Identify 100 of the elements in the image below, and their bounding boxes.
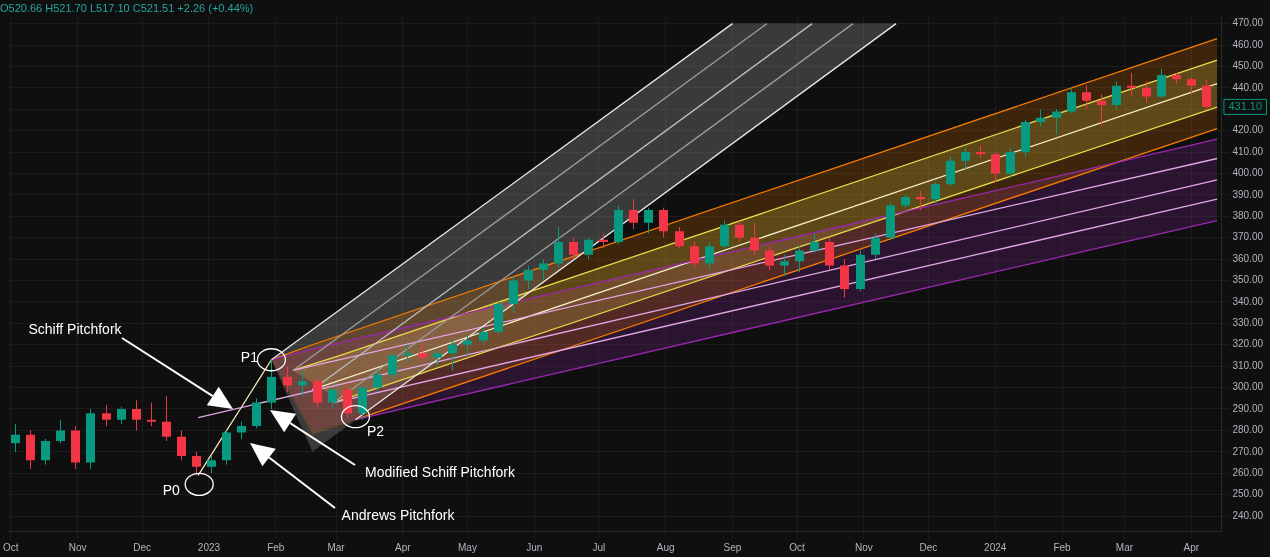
candlestick <box>584 237 593 260</box>
candlestick <box>825 237 834 271</box>
candlestick <box>1067 87 1076 115</box>
candlestick <box>554 226 563 269</box>
candlestick <box>539 258 548 282</box>
candlestick <box>1157 68 1166 100</box>
annotation: Andrews Pitchfork <box>341 506 456 523</box>
y-tick-label: 320.00 <box>1232 338 1264 350</box>
candlestick <box>946 155 955 187</box>
x-tick-label: Nov <box>68 541 87 553</box>
y-tick-label: 270.00 <box>1232 445 1264 457</box>
annotation: Schiff Pitchfork <box>28 320 123 337</box>
y-tick-label: 240.00 <box>1232 509 1264 521</box>
candlestick <box>750 222 759 256</box>
x-tick-label: Apr <box>395 541 412 553</box>
x-tick-label: Sep <box>723 541 742 553</box>
candlestick <box>735 220 744 243</box>
y-tick-label: 250.00 <box>1232 488 1264 500</box>
candlestick <box>56 419 65 444</box>
y-tick-label: 350.00 <box>1232 274 1264 286</box>
y-tick-label: 440.00 <box>1232 81 1264 93</box>
candlestick <box>283 365 292 393</box>
candlestick <box>41 438 50 466</box>
x-tick-label: Feb <box>1053 541 1072 553</box>
candlestick <box>509 275 518 314</box>
candlestick <box>328 387 337 410</box>
y-tick-label: 450.00 <box>1232 60 1264 72</box>
y-tick-label: 260.00 <box>1232 466 1264 478</box>
y-tick-label: 360.00 <box>1232 252 1264 264</box>
x-tick-label: Dec <box>919 541 938 553</box>
candlestick <box>147 402 156 427</box>
candlestick <box>388 352 397 382</box>
y-tick-label: 420.00 <box>1232 124 1264 136</box>
x-tick-label: Mar <box>1115 541 1134 553</box>
y-tick-label: 340.00 <box>1232 295 1264 307</box>
x-tick-label: Nov <box>854 541 873 553</box>
candlestick <box>569 237 578 260</box>
candlestick <box>1006 147 1015 179</box>
candlestick <box>1127 72 1136 97</box>
candlestick <box>690 241 699 269</box>
candlestick <box>463 335 472 356</box>
candlestick <box>1097 93 1106 127</box>
candlestick <box>524 265 533 290</box>
candlestick <box>1142 80 1151 104</box>
y-tick-label: 330.00 <box>1232 317 1264 329</box>
x-tick-label: 2024 <box>984 541 1007 553</box>
candlestick <box>1112 80 1121 110</box>
y-tick-label: 410.00 <box>1232 145 1264 157</box>
annotation: P2 <box>366 422 385 439</box>
y-tick-label: 290.00 <box>1232 402 1264 414</box>
x-tick-label: Mar <box>327 541 346 553</box>
candlestick <box>644 207 653 234</box>
x-tick-label: Jul <box>592 541 606 553</box>
candlestick <box>705 241 714 271</box>
y-tick-label: 390.00 <box>1232 188 1264 200</box>
candlestick <box>132 399 141 431</box>
candlestick <box>675 226 684 249</box>
candlestick <box>448 339 457 371</box>
candlestick <box>1202 78 1211 110</box>
candlestick <box>629 198 638 230</box>
x-tick-label: Oct <box>3 541 19 553</box>
x-tick-label: 2023 <box>197 541 221 553</box>
candlestick <box>991 151 1000 183</box>
y-tick-label: 400.00 <box>1232 167 1264 179</box>
candlestick <box>102 404 111 427</box>
candlestick <box>313 378 322 410</box>
annotation: P1 <box>240 348 259 365</box>
candlestick <box>780 254 789 277</box>
y-tick-label: 300.00 <box>1232 381 1264 393</box>
annotation: 431.10 <box>1228 100 1263 113</box>
candlestick <box>162 395 171 442</box>
y-tick-label: 370.00 <box>1232 231 1264 243</box>
x-tick-label: Jun <box>526 541 543 553</box>
candlestick <box>343 382 352 419</box>
candlestick <box>765 245 774 271</box>
candlestick <box>916 190 925 211</box>
annotation: P0 <box>162 482 180 499</box>
candlestick <box>192 451 201 476</box>
candlestick <box>795 245 804 273</box>
y-tick-label: 380.00 <box>1232 210 1264 222</box>
candlestick <box>810 232 819 254</box>
y-tick-label: 460.00 <box>1232 38 1264 50</box>
x-tick-label: Dec <box>133 541 152 553</box>
x-tick-label: Oct <box>789 541 806 553</box>
candlestick <box>720 220 729 249</box>
x-tick-label: Apr <box>1183 541 1200 553</box>
x-tick-label: Feb <box>267 541 285 553</box>
candlestick <box>373 369 382 393</box>
candlestick <box>11 423 20 453</box>
candlestick <box>871 232 880 260</box>
x-tick-label: May <box>458 541 477 553</box>
candlestick <box>931 181 940 204</box>
y-tick-label: 280.00 <box>1232 424 1264 436</box>
x-tick-label: Aug <box>656 541 675 553</box>
candlestick <box>298 369 307 397</box>
annotation: Modified Schiff Pitchfork <box>365 463 516 480</box>
candlestick <box>1052 108 1061 136</box>
y-tick-label: 470.00 <box>1232 17 1264 29</box>
candlestick <box>1082 85 1091 110</box>
candlestick <box>252 397 261 429</box>
